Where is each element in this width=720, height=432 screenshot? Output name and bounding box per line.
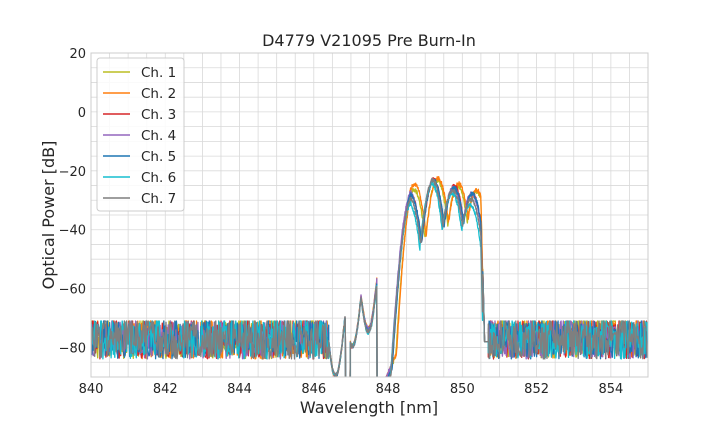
legend-box: [96, 57, 185, 212]
chart-title: D4779 V21095 Pre Burn-In: [262, 31, 476, 50]
x-tick-label: 850: [450, 382, 475, 397]
x-tick-labels: 840 842 844 846 848 850 852 854: [79, 382, 624, 397]
legend-label: Ch. 7: [141, 191, 176, 207]
legend-label: Ch. 4: [141, 128, 176, 144]
legend-label: Ch. 1: [141, 65, 176, 81]
x-axis-label: Wavelength [nm]: [300, 398, 438, 417]
y-tick-label: −60: [59, 283, 86, 298]
plot-frame: [90, 52, 649, 378]
y-tick-label: −40: [59, 224, 86, 239]
x-tick-label: 842: [153, 382, 178, 397]
y-tick-label: −80: [59, 342, 86, 357]
legend-label: Ch. 2: [141, 86, 176, 102]
x-tick-label: 854: [598, 382, 623, 397]
x-tick-label: 846: [301, 382, 326, 397]
legend: Ch. 1 Ch. 2 Ch. 3 Ch. 4 Ch. 5 Ch. 6 Ch. 7: [96, 57, 185, 212]
legend-label: Ch. 3: [141, 107, 176, 123]
x-tick-label: 848: [376, 382, 401, 397]
x-tick-label: 852: [524, 382, 549, 397]
x-tick-label: 840: [79, 382, 104, 397]
series-traces: [91, 175, 648, 377]
legend-label: Ch. 6: [141, 170, 176, 186]
x-tick-label: 844: [227, 382, 252, 397]
y-tick-label: 0: [78, 106, 86, 121]
y-axis-label: Optical Power [dB]: [39, 141, 58, 290]
y-tick-label: 20: [69, 47, 86, 62]
y-tick-labels: 20 0 −20 −40 −60 −80: [59, 47, 86, 357]
y-tick-label: −20: [59, 165, 86, 180]
legend-label: Ch. 5: [141, 149, 176, 165]
series-line-7: [91, 177, 648, 377]
